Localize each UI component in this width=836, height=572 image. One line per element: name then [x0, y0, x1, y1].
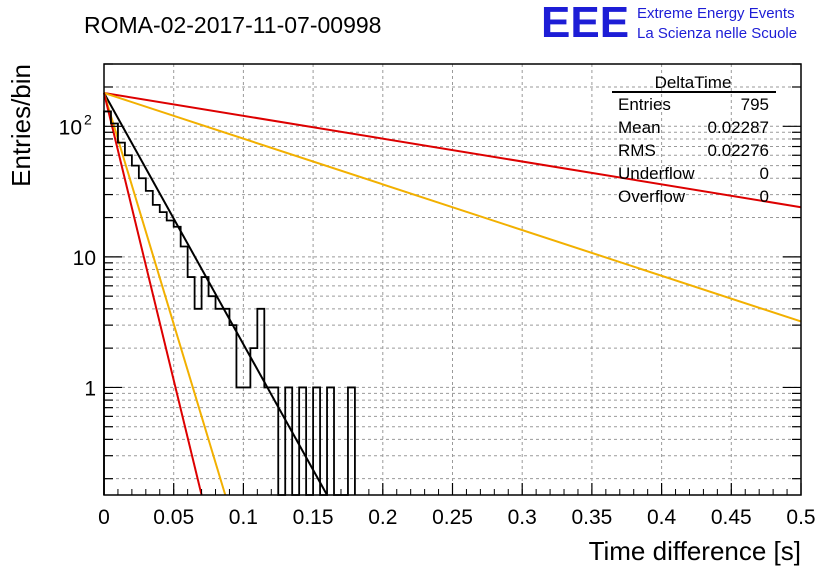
x-tick-label: 0.25: [432, 506, 473, 529]
x-axis-label: Time difference [s]: [589, 536, 801, 566]
x-tick-label: 0.2: [368, 506, 397, 529]
fit-curves: [103, 91, 802, 496]
histogram: [103, 110, 356, 496]
stats-row-value: 0.02287: [708, 118, 769, 137]
stats-row-label: Entries: [618, 95, 671, 114]
x-tick-label: 0.5: [786, 506, 815, 529]
x-axis: 0 0.05 0.1 0.15 0.2 0.25 0.3 0.35 0.4 0.45 0.5: [98, 483, 816, 529]
y-tick-label: 10: [59, 116, 82, 139]
x-tick-label: 0.15: [293, 506, 334, 529]
stats-row-label: Overflow: [618, 187, 686, 206]
fit-curve-3: [103, 92, 227, 496]
logo-eee-text: EEE: [541, 0, 629, 47]
chart-title: ROMA-02-2017-11-07-00998: [84, 12, 381, 38]
logo-line1: Extreme Energy Events: [637, 5, 795, 22]
x-tick-label: 0.35: [571, 506, 612, 529]
x-tick-label: 0.45: [711, 506, 752, 529]
fit-curve-0: [103, 92, 328, 496]
stats-row-label: Underflow: [618, 164, 695, 183]
stats-box: DeltaTime Entries 795 Mean 0.02287 RMS 0.0227…: [612, 73, 776, 206]
x-tick-label: 0.3: [508, 506, 537, 529]
y-tick-label: 1: [84, 377, 96, 400]
stats-row-value: 0.02276: [708, 141, 769, 160]
stats-row-label: Mean: [618, 118, 661, 137]
x-tick-label: 0: [98, 506, 110, 529]
stats-row-label: RMS: [618, 141, 656, 160]
fit-curve-1: [103, 91, 802, 209]
eee-logo: EEE Extreme Energy Events La Scienza nel…: [541, 0, 797, 47]
y-tick-label: 10: [73, 247, 96, 270]
y-axis-label: Entries/bin: [6, 64, 36, 187]
stats-row-value: 0: [760, 164, 769, 183]
grid: [103, 63, 802, 495]
fit-curve-4: [103, 92, 203, 496]
logo-line2: La Scienza nelle Scuole: [637, 25, 797, 42]
x-tick-label: 0.05: [153, 506, 194, 529]
stats-row-value: 0: [760, 187, 769, 206]
y-tick-exponent: 2: [84, 111, 92, 127]
x-tick-label: 0.1: [229, 506, 258, 529]
stats-title: DeltaTime: [655, 73, 732, 92]
stats-row-value: 795: [741, 95, 769, 114]
x-tick-label: 0.4: [647, 506, 677, 529]
fit-curve-2: [103, 92, 802, 323]
